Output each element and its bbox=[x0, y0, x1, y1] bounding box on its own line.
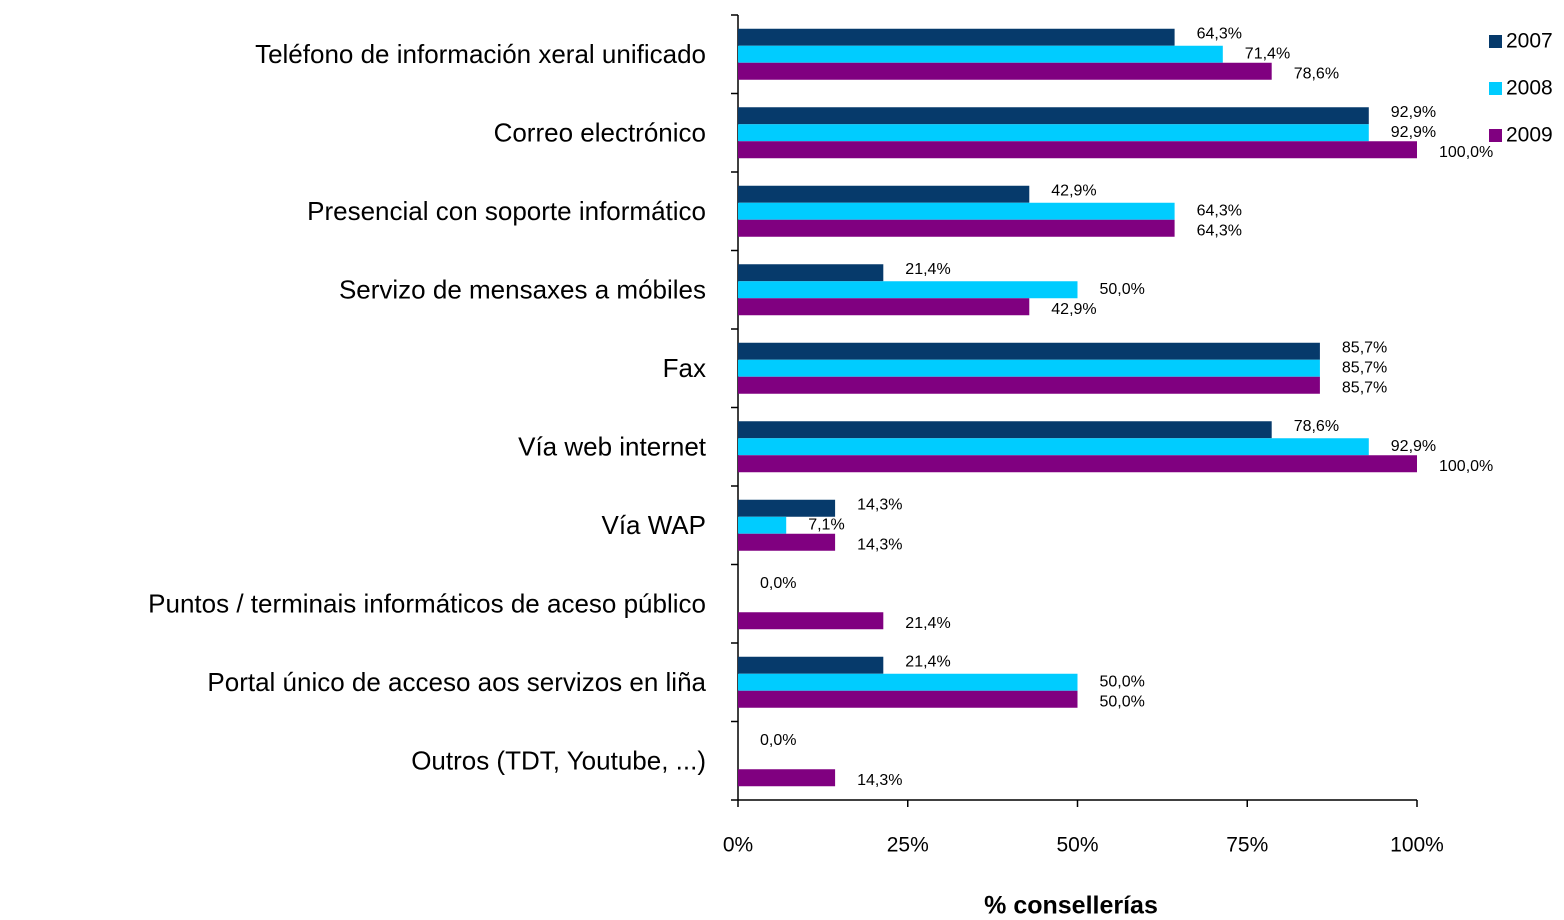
bar bbox=[738, 690, 1078, 708]
bar bbox=[738, 438, 1369, 456]
value-label: 71,4% bbox=[1245, 45, 1290, 62]
bar bbox=[738, 219, 1175, 237]
bar bbox=[738, 28, 1175, 46]
category-label: Vía web internet bbox=[518, 432, 707, 462]
bar bbox=[738, 342, 1320, 360]
bar bbox=[738, 185, 1030, 203]
category-label: Fax bbox=[663, 353, 706, 383]
category-label: Outros (TDT, Youtube, ...) bbox=[411, 746, 706, 776]
value-label: 78,6% bbox=[1294, 65, 1339, 82]
bar bbox=[738, 359, 1320, 377]
value-label: 21,4% bbox=[905, 653, 950, 670]
value-label: 14,3% bbox=[857, 536, 902, 553]
category-label: Teléfono de información xeral unificado bbox=[255, 39, 706, 69]
category-label: Vía WAP bbox=[601, 510, 706, 540]
legend-label: 2009 bbox=[1506, 124, 1553, 147]
value-label: 92,9% bbox=[1391, 438, 1436, 455]
value-label: 100,0% bbox=[1439, 458, 1493, 475]
value-label: 78,6% bbox=[1294, 418, 1339, 435]
value-label: 0,0% bbox=[760, 575, 796, 592]
value-label: 42,9% bbox=[1051, 182, 1096, 199]
value-label: 0,0% bbox=[760, 732, 796, 749]
value-label: 64,3% bbox=[1197, 202, 1242, 219]
bar bbox=[738, 281, 1078, 299]
bar bbox=[738, 264, 884, 282]
x-tick-label: 75% bbox=[1226, 834, 1268, 857]
bar bbox=[738, 612, 884, 630]
category-label: Portal único de acceso aos servizos en l… bbox=[207, 667, 706, 697]
x-tick-label: 50% bbox=[1056, 834, 1098, 857]
x-tick-label: 25% bbox=[887, 834, 929, 857]
value-label: 64,3% bbox=[1197, 222, 1242, 239]
bar bbox=[738, 107, 1369, 125]
value-label: 92,9% bbox=[1391, 124, 1436, 141]
bar bbox=[738, 298, 1030, 316]
bar bbox=[738, 656, 884, 674]
value-label: 14,3% bbox=[857, 496, 902, 513]
legend-swatch bbox=[1489, 82, 1502, 95]
value-label: 21,4% bbox=[905, 261, 950, 278]
bar bbox=[738, 376, 1320, 394]
legend-swatch bbox=[1489, 35, 1502, 48]
bar bbox=[738, 45, 1223, 63]
legend-swatch bbox=[1489, 129, 1502, 142]
bar bbox=[738, 141, 1417, 159]
bar bbox=[738, 202, 1175, 220]
value-label: 64,3% bbox=[1197, 25, 1242, 42]
x-axis-title: % consellerías bbox=[984, 892, 1158, 920]
value-label: 50,0% bbox=[1100, 673, 1145, 690]
legend-label: 2007 bbox=[1506, 30, 1553, 53]
value-label: 85,7% bbox=[1342, 339, 1387, 356]
bar bbox=[738, 421, 1272, 439]
bar bbox=[738, 455, 1417, 473]
value-label: 42,9% bbox=[1051, 301, 1096, 318]
value-label: 85,7% bbox=[1342, 359, 1387, 376]
category-label: Puntos / terminais informáticos de aceso… bbox=[148, 589, 706, 619]
bar bbox=[738, 769, 836, 787]
legend-label: 2008 bbox=[1506, 77, 1553, 100]
x-tick-label: 0% bbox=[723, 834, 753, 857]
bar bbox=[738, 533, 836, 551]
category-label: Servizo de mensaxes a móbiles bbox=[339, 275, 706, 305]
value-label: 50,0% bbox=[1100, 281, 1145, 298]
value-label: 100,0% bbox=[1439, 144, 1493, 161]
x-tick-label: 100% bbox=[1390, 834, 1444, 857]
value-label: 85,7% bbox=[1342, 379, 1387, 396]
value-label: 50,0% bbox=[1100, 693, 1145, 710]
bar bbox=[738, 499, 836, 517]
value-label: 14,3% bbox=[857, 772, 902, 789]
bar bbox=[738, 516, 787, 534]
bar bbox=[738, 124, 1369, 142]
category-label: Presencial con soporte informático bbox=[307, 196, 706, 226]
value-label: 7,1% bbox=[808, 516, 844, 533]
bar bbox=[738, 62, 1272, 80]
bar bbox=[738, 673, 1078, 691]
value-label: 21,4% bbox=[905, 615, 950, 632]
value-label: 92,9% bbox=[1391, 104, 1436, 121]
category-label: Correo electrónico bbox=[494, 118, 706, 148]
